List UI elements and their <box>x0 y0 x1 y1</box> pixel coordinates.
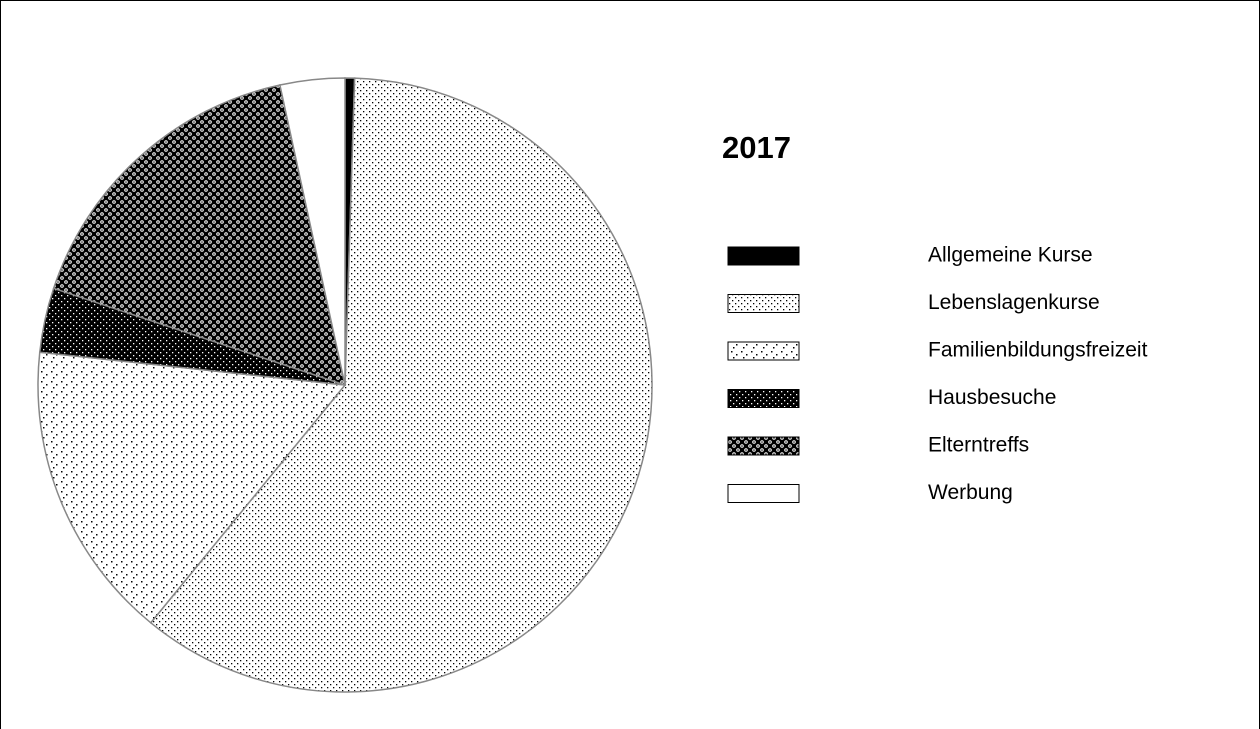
pie <box>37 77 653 693</box>
legend-label: Familienbildungsfreizeit <box>928 339 1148 362</box>
legend-swatch <box>727 484 800 503</box>
legend-swatch <box>727 341 800 361</box>
legend-label: Lebenslagenkurse <box>928 291 1100 314</box>
legend: Allgemeine Kurse Lebenslagenkurse Familien… <box>727 244 1148 504</box>
legend-label: Allgemeine Kurse <box>928 244 1093 267</box>
legend-label: Hausbesuche <box>928 386 1056 409</box>
legend-label: Werbung <box>928 481 1013 504</box>
legend-swatch <box>727 246 800 266</box>
legend-swatch <box>727 389 800 408</box>
pie-slice <box>52 84 347 387</box>
pie-slice <box>149 77 653 693</box>
pie-slice <box>37 351 347 624</box>
legend-swatch <box>727 294 800 313</box>
legend-label: Elterntreffs <box>928 434 1029 457</box>
legend-swatch <box>727 436 800 456</box>
pie-slice <box>279 77 346 386</box>
chart-title: 2017 <box>722 130 791 165</box>
